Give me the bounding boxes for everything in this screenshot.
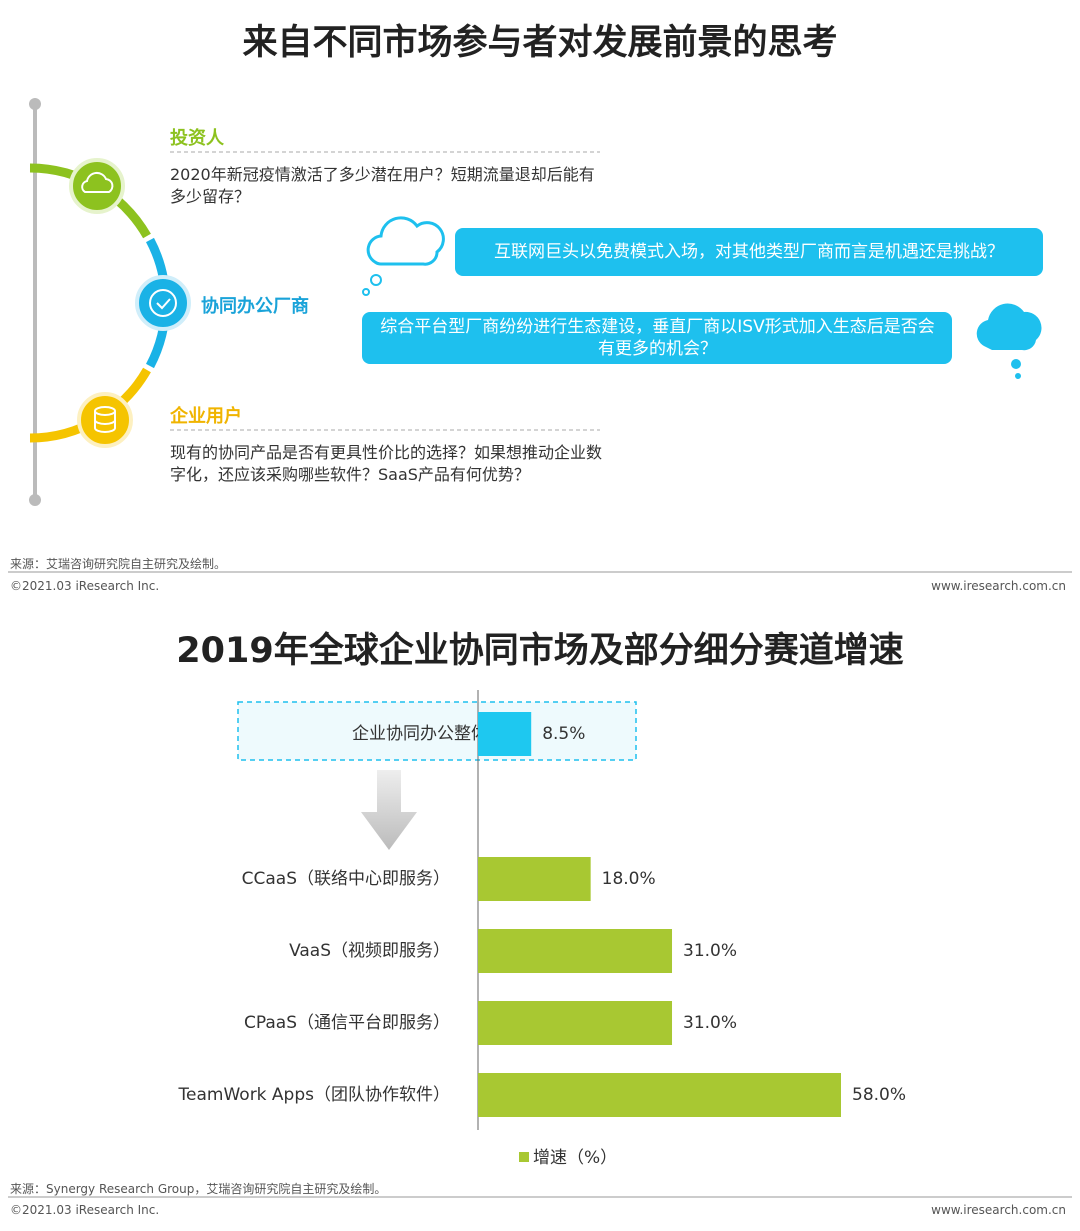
legend-swatch	[519, 1152, 529, 1162]
copyright: ©2021.03 iResearch Inc.	[10, 1203, 160, 1217]
copyright: ©2021.03 iResearch Inc.	[10, 579, 160, 593]
cloud-dot	[362, 288, 370, 296]
value-label: 8.5%	[542, 724, 585, 744]
y-tick-label: CPaaS（通信平台即服务）	[244, 1013, 450, 1033]
bar	[478, 1001, 673, 1045]
node-label: 企业用户	[170, 406, 242, 427]
cloud-dot	[370, 274, 382, 286]
chart-title: 2019年全球企业协同市场及部分细分赛道增速	[176, 631, 904, 671]
value-label: 31.0%	[683, 941, 737, 961]
bubble-text: 互联网巨头以免费模式入场，对其他类型厂商而言是机遇还是挑战？	[494, 242, 1004, 262]
node-label: 协同办公厂商	[201, 296, 309, 317]
icon-check	[149, 289, 177, 317]
icon-check	[156, 298, 171, 310]
node-text: 2020年新冠疫情激活了多少潜在用户？短期流量退却后能有多少留存？	[170, 165, 595, 206]
icon	[69, 158, 125, 214]
icon-db	[94, 411, 116, 433]
y-tick-label: TeamWork Apps（团队协作软件）	[178, 1085, 450, 1105]
bar	[478, 712, 532, 756]
node-label: 投资人	[170, 128, 224, 149]
y-tick-label: CCaaS（联络中心即服务）	[242, 869, 450, 889]
y-tick-label: VaaS（视频即服务）	[289, 941, 450, 961]
icon-cloud	[81, 171, 114, 193]
value-label: 58.0%	[852, 1085, 906, 1105]
bar	[478, 857, 591, 901]
bubble-text: 综合平台型厂商纷纷进行生态建设，垂直厂商以ISV形式加入生态后是否会有更多的机会…	[380, 317, 935, 359]
website: www.iresearch.com.cn	[931, 1203, 1066, 1217]
bar	[478, 1073, 841, 1117]
cloud	[976, 303, 1042, 351]
icon	[77, 392, 133, 448]
dot	[29, 494, 41, 506]
source: 来源：艾瑞咨询研究院自主研究及绘制。	[10, 557, 227, 571]
cloud	[366, 216, 445, 266]
bar	[478, 929, 673, 973]
title: 来自不同市场参与者对发展前景的思考	[242, 23, 838, 63]
highlight-box	[237, 701, 637, 761]
dot	[29, 98, 41, 110]
source: 来源：Synergy Research Group，艾瑞咨询研究院自主研究及绘制…	[10, 1182, 387, 1196]
bubble-box	[362, 312, 952, 364]
value-label: 18.0%	[602, 869, 656, 889]
website: www.iresearch.com.cn	[931, 579, 1066, 593]
cloud-dot	[1015, 373, 1021, 379]
cloud-dot	[1011, 359, 1021, 369]
arrow	[361, 770, 417, 850]
icon	[135, 275, 191, 331]
value-label: 31.0%	[683, 1013, 737, 1033]
bubble-box	[455, 228, 1043, 276]
node-text: 现有的协同产品是否有更具性价比的选择？如果想推动企业数字化，还应该采购哪些软件？…	[170, 443, 603, 484]
legend-label: 增速（%）	[533, 1148, 617, 1168]
